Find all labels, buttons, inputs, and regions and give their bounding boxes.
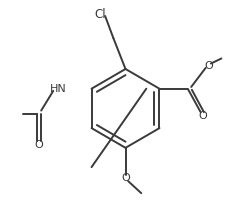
Text: O: O	[198, 111, 207, 121]
Text: HN: HN	[50, 84, 67, 94]
Text: O: O	[203, 61, 212, 71]
Text: O: O	[121, 173, 129, 184]
Text: Cl: Cl	[94, 8, 106, 21]
Text: O: O	[34, 140, 43, 150]
